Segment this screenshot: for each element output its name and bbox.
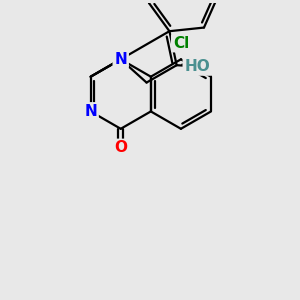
Text: N: N (114, 52, 127, 67)
Text: N: N (84, 104, 97, 119)
Text: Cl: Cl (173, 36, 189, 51)
Text: O: O (114, 140, 127, 155)
Text: HO: HO (184, 59, 210, 74)
